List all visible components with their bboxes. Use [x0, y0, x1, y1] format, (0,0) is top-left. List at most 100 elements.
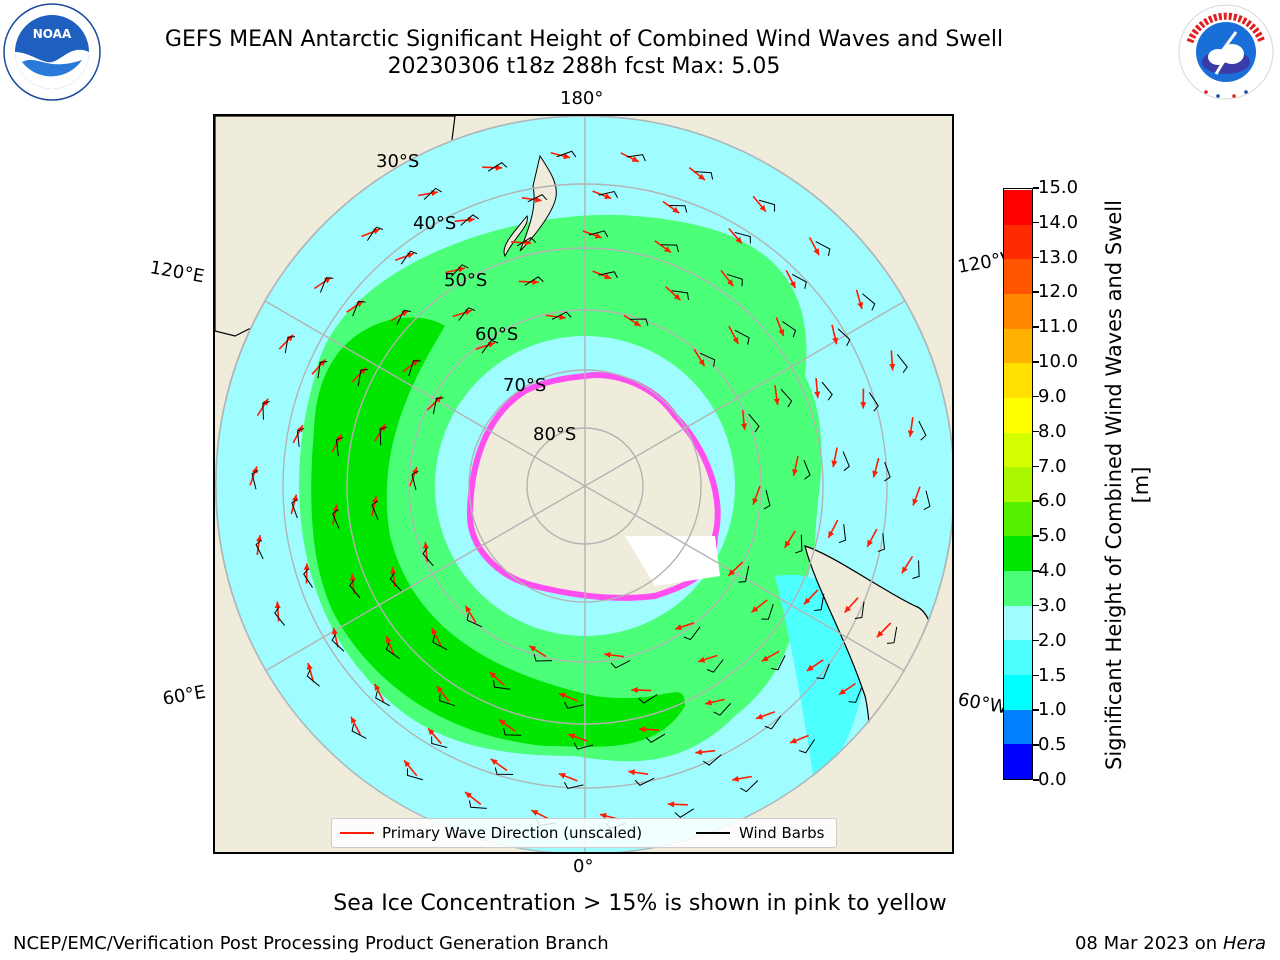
wave-arrowhead: [628, 769, 636, 776]
wind-barb: [771, 655, 786, 671]
colorbar-segment: [1004, 743, 1032, 779]
wave-arrowhead: [604, 193, 612, 199]
wave-arrowhead: [907, 430, 914, 437]
wind-barb: [335, 436, 344, 456]
wind-barb: [660, 244, 679, 253]
colorbar-segment: [1004, 535, 1032, 572]
legend-swatch-wave-direction: [340, 832, 374, 834]
wave-arrowhead: [568, 733, 576, 740]
lat-label-40s: 40°S: [413, 213, 457, 234]
colorbar-tick-label: 12.0: [1038, 281, 1079, 303]
wave-arrowhead: [872, 470, 879, 478]
wind-barb: [466, 613, 483, 628]
wave-arrowhead: [735, 236, 742, 244]
wind-barb: [645, 733, 666, 743]
wind-barb: [884, 461, 891, 482]
wave-arrowhead: [664, 246, 671, 253]
colorbar-tick-label: 11.0: [1038, 316, 1079, 338]
wave-arrowhead: [752, 497, 759, 505]
wind-barb: [838, 524, 847, 544]
colorbar-tick-label: 1.0: [1038, 699, 1067, 721]
wave-arrowhead: [390, 567, 397, 574]
graticule: [215, 116, 952, 852]
wave-arrowhead: [633, 320, 641, 327]
colorbar-segment: [1004, 397, 1032, 433]
wind-barbs: [251, 150, 931, 830]
wave-arrowhead: [867, 539, 873, 547]
wind-barb: [431, 736, 448, 749]
wind-barb: [923, 490, 931, 511]
wave-arrowhead: [335, 434, 342, 442]
wave-arrowhead: [789, 281, 796, 289]
wind-barb: [695, 171, 714, 180]
wind-barb: [385, 642, 400, 660]
wave-arrowhead: [778, 329, 785, 337]
wind-barb: [524, 276, 544, 286]
colorbar-tick-mark: [1033, 395, 1039, 398]
colorbar-tick-mark: [1033, 779, 1039, 781]
wave-arrowhead: [465, 792, 472, 799]
wave-arrowhead: [499, 719, 506, 726]
wind-barb: [803, 460, 811, 480]
wave-arrowhead: [286, 334, 294, 342]
colorbar-segment: [1004, 709, 1032, 745]
wave-arrowhead: [631, 686, 638, 694]
colorbar-tick-mark: [1033, 187, 1039, 189]
wave-arrowhead: [844, 605, 852, 613]
wave-arrowhead: [638, 726, 646, 733]
wave-arrowhead: [318, 359, 326, 367]
lat-label-30s: 30°S: [376, 151, 420, 172]
colorbar-tick-label: 5.0: [1038, 525, 1067, 547]
colorbar-tick-label: 10.0: [1038, 351, 1079, 373]
colorbar-tick-label: 0.0: [1038, 769, 1067, 790]
wave-band-4-5m: [311, 317, 685, 747]
wind-barb: [357, 369, 368, 387]
wind-barb: [291, 498, 298, 519]
wave-arrowhead: [297, 425, 303, 433]
wind-barb: [759, 199, 776, 212]
wind-barb: [349, 579, 361, 599]
wave-arrowhead: [814, 391, 821, 399]
wind-barb: [740, 780, 759, 793]
lon-label-60w: 60°W: [956, 689, 1009, 719]
wind-barb: [588, 230, 609, 238]
wind-barb: [352, 300, 366, 317]
wind-barb: [379, 426, 387, 446]
wave-arrowhead: [889, 363, 896, 371]
wind-barb: [458, 307, 476, 321]
wind-barb: [432, 397, 444, 415]
colorbar-tick-mark: [1033, 744, 1039, 746]
lat-label-60s: 60°S: [475, 324, 519, 345]
colorbar-tick-mark: [1033, 500, 1039, 502]
wind-barb: [274, 607, 286, 626]
wave-arrowhead: [467, 216, 475, 223]
wind-barb: [713, 703, 732, 716]
colorbar-segment: [1004, 639, 1032, 676]
colorbar-tick-mark: [1033, 465, 1039, 468]
colorbar-segment: [1004, 293, 1032, 329]
wind-barb: [626, 154, 646, 162]
lat-label-80s: 80°S: [533, 424, 577, 445]
colorbar-tick-mark: [1033, 639, 1039, 642]
wind-barb: [761, 603, 774, 620]
wave-arrowhead: [428, 728, 435, 736]
colorbar-tick-label: 13.0: [1038, 246, 1079, 268]
lat-label-70s: 70°S: [503, 375, 547, 396]
footer-machine: Hera: [1222, 933, 1266, 954]
wind-barb: [375, 691, 390, 707]
wind-barb: [400, 250, 418, 265]
lat-label-50s: 50°S: [444, 270, 488, 291]
wind-barb: [815, 241, 831, 256]
colorbar-tick-label: 1.5: [1038, 664, 1067, 686]
wave-arrowhead: [901, 566, 908, 574]
wave-arrowhead: [756, 713, 764, 720]
colorbar-tick-label: 2.0: [1038, 629, 1067, 651]
wind-barb: [306, 669, 320, 687]
wind-barb: [782, 320, 797, 338]
wave-arrowhead: [495, 164, 503, 171]
colorbar-tick-mark: [1033, 535, 1039, 537]
wind-barb: [439, 693, 456, 707]
wave-arrowhead: [431, 628, 438, 636]
wind-barb: [487, 162, 508, 172]
wind-barb: [842, 451, 850, 472]
